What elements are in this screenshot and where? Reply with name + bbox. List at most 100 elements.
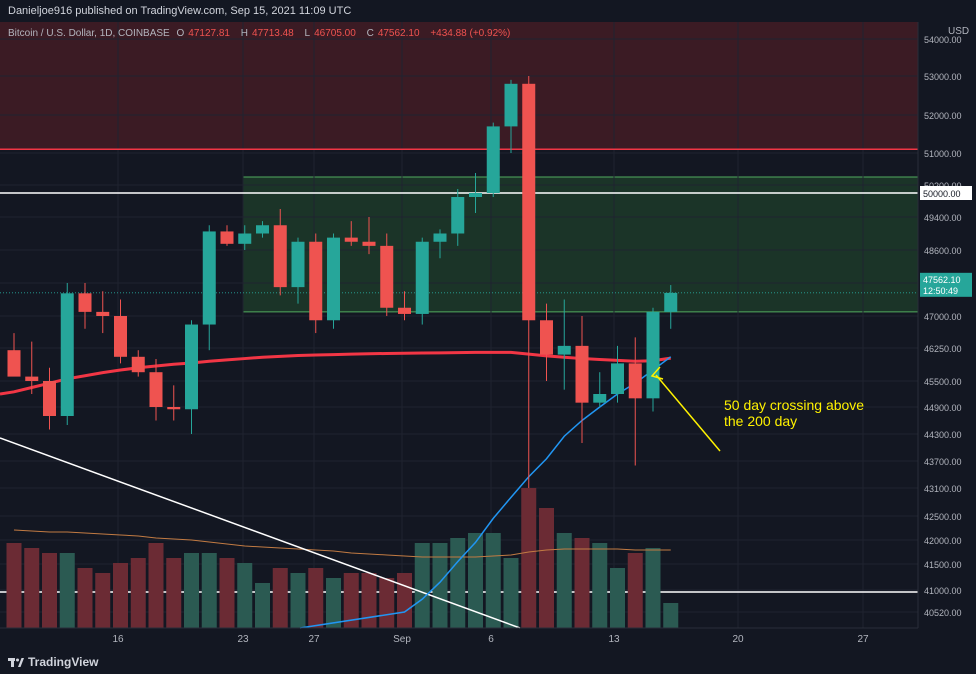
volume-bar	[148, 543, 164, 628]
volume-bar	[308, 568, 324, 628]
candle-body[interactable]	[220, 231, 234, 244]
candle-body[interactable]	[344, 237, 358, 242]
volume-bar	[592, 543, 608, 628]
candle-body[interactable]	[380, 245, 394, 308]
candle-body[interactable]	[540, 320, 553, 355]
candle-body[interactable]	[451, 197, 465, 234]
candle-body[interactable]	[522, 83, 536, 321]
close-label: C	[366, 28, 374, 39]
candle-body[interactable]	[256, 225, 269, 234]
candle-body[interactable]	[114, 316, 127, 357]
time-tick-label: 13	[608, 634, 620, 645]
publisher-bar: Danieljoe916 published on TradingView.co…	[0, 0, 976, 22]
candle-body[interactable]	[628, 363, 642, 399]
volume-bar	[77, 568, 93, 628]
symbol-legend: Bitcoin / U.S. Dollar, 1D, COINBASE O 471…	[8, 28, 514, 39]
price-tick-label: 51000.00	[924, 149, 962, 159]
price-tick-label: 42500.00	[924, 512, 962, 522]
candle-body[interactable]	[202, 231, 216, 325]
price-tick-label: 45500.00	[924, 377, 962, 387]
candle-body[interactable]	[504, 83, 518, 127]
price-tick-label: 52000.00	[924, 111, 962, 121]
ma200-line	[0, 350, 671, 396]
open-value: 47127.81	[188, 28, 230, 39]
candle-body[interactable]	[575, 345, 589, 403]
tradingview-icon	[8, 658, 24, 667]
price-axis-bg	[918, 22, 976, 650]
candle-body[interactable]	[486, 126, 500, 193]
volume-bar	[6, 543, 22, 628]
high-label: H	[240, 28, 249, 39]
volume-bar	[450, 538, 466, 628]
candle-body[interactable]	[25, 376, 39, 381]
price-tick-label: 41000.00	[924, 586, 962, 596]
time-tick-label: 23	[237, 634, 249, 645]
level-price-badge	[920, 186, 972, 200]
volume-bar	[574, 538, 590, 628]
level-price-label: 50000.00	[923, 189, 961, 199]
price-tick-label: 44900.00	[924, 403, 962, 413]
price-tick-label: 43100.00	[924, 484, 962, 494]
candle-body[interactable]	[362, 241, 376, 246]
price-tick-label: 48600.00	[924, 246, 962, 256]
price-tick-label: 40520.00	[924, 608, 962, 618]
candle-body[interactable]	[167, 407, 181, 410]
candle-body[interactable]	[309, 241, 323, 321]
time-tick-label: 27	[857, 634, 869, 645]
volume-bar	[343, 573, 359, 628]
volume-ma-line	[13, 529, 671, 558]
resistance-zone	[0, 22, 918, 150]
candle-body[interactable]	[43, 381, 56, 416]
candle-body[interactable]	[78, 293, 92, 312]
price-tick-label: 46250.00	[924, 344, 962, 354]
price-tick-label: 41500.00	[924, 560, 962, 570]
volume-bar	[326, 578, 341, 628]
candle-body[interactable]	[60, 293, 74, 416]
change-value: +434.88 (+0.92%)	[430, 28, 511, 39]
time-tick-label: 20	[732, 634, 744, 645]
candle-body[interactable]	[131, 356, 145, 373]
time-tick-label: 6	[488, 634, 494, 645]
volume-bar	[95, 573, 111, 628]
annotation-arrow-shaft	[655, 374, 721, 452]
candle-body[interactable]	[415, 241, 429, 314]
candle-body[interactable]	[149, 372, 163, 407]
volume-bar	[255, 583, 270, 628]
candle-body[interactable]	[185, 324, 198, 410]
last-price-label: 47562.10	[923, 275, 961, 285]
candle-body[interactable]	[327, 237, 340, 321]
annotation-arrow-head	[650, 366, 664, 380]
candle-body[interactable]	[398, 307, 411, 314]
volume-bar	[539, 508, 554, 628]
volume-bar	[627, 553, 643, 628]
candle-body[interactable]	[469, 193, 482, 197]
volume-bar	[485, 533, 501, 628]
candle-body[interactable]	[433, 233, 447, 242]
time-tick-label: 16	[112, 634, 124, 645]
candle-body[interactable]	[7, 350, 21, 377]
candle-body[interactable]	[664, 292, 678, 312]
open-label: O	[176, 28, 185, 39]
candle-body[interactable]	[291, 241, 305, 288]
volume-bar	[201, 553, 217, 628]
candle-body[interactable]	[557, 345, 571, 355]
last-price-badge	[920, 272, 972, 297]
price-chart[interactable]: USD54000.0053000.0052000.0051000.0050200…	[0, 22, 976, 650]
publisher-text: Danieljoe916 published on TradingView.co…	[8, 5, 352, 17]
candle-body[interactable]	[593, 394, 607, 403]
candle-body[interactable]	[273, 225, 287, 288]
candle-body[interactable]	[611, 363, 624, 394]
volume-bar	[166, 558, 182, 628]
brand-name: TradingView	[28, 655, 99, 669]
price-tick-label: 42000.00	[924, 536, 962, 546]
candle-body[interactable]	[96, 311, 110, 316]
candle-body[interactable]	[238, 233, 252, 244]
volume-bar	[130, 558, 146, 628]
downtrend-line	[0, 437, 521, 629]
volume-bar	[59, 553, 75, 628]
candle-body[interactable]	[646, 311, 660, 399]
volume-bar	[237, 563, 253, 628]
tradingview-logo[interactable]: TradingView	[8, 655, 98, 669]
time-tick-label: 27	[308, 634, 320, 645]
price-tick-label: 44300.00	[924, 430, 962, 440]
